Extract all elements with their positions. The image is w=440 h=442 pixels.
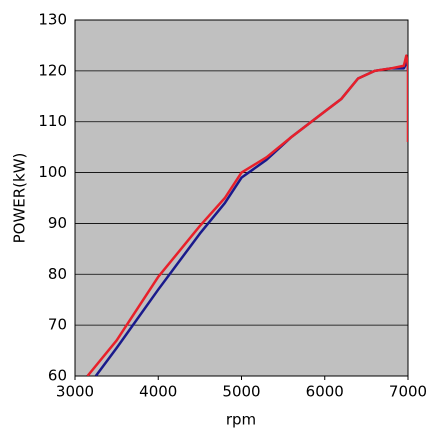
y-tick-label: 130 bbox=[38, 11, 67, 29]
y-tick-label: 70 bbox=[48, 316, 67, 334]
y-tick-label: 100 bbox=[38, 163, 67, 181]
x-axis-label: rpm bbox=[226, 411, 256, 429]
y-tick-label: 110 bbox=[38, 112, 67, 130]
plot-border bbox=[74, 19, 409, 377]
y-tick-label: 120 bbox=[38, 61, 67, 79]
y-axis-label: POWER(kW) bbox=[11, 153, 29, 244]
y-tick-label: 60 bbox=[48, 367, 67, 385]
y-tick-label: 90 bbox=[48, 214, 67, 232]
plot-background bbox=[75, 20, 408, 376]
plot-lines bbox=[86, 54, 408, 376]
x-tick-label: 7000 bbox=[389, 383, 427, 401]
x-tick-label: 5000 bbox=[222, 383, 260, 401]
y-tick-label: 80 bbox=[48, 265, 67, 283]
x-tick-label: 4000 bbox=[139, 383, 177, 401]
x-tick-label: 3000 bbox=[56, 383, 94, 401]
series-line bbox=[86, 54, 408, 376]
x-tick-label: 6000 bbox=[306, 383, 344, 401]
